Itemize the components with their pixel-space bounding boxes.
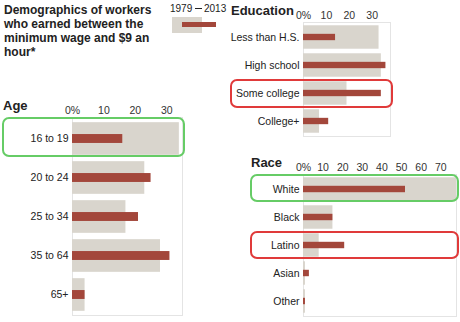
svg-text:Asian: Asian [273, 267, 299, 279]
svg-text:20: 20 [130, 104, 142, 116]
svg-text:60: 60 [415, 161, 427, 173]
svg-text:10: 10 [98, 104, 110, 116]
svg-text:30: 30 [161, 104, 173, 116]
svg-text:16 to 19: 16 to 19 [31, 132, 69, 144]
svg-text:20: 20 [343, 9, 355, 21]
svg-text:1979: 1979 [170, 3, 193, 14]
svg-text:Other: Other [273, 295, 300, 307]
html-text:Race: Race [251, 155, 283, 170]
svg-text:College+: College+ [258, 115, 300, 127]
svg-text:High school: High school [245, 59, 300, 71]
svg-text:10: 10 [317, 161, 329, 173]
svg-text:65+: 65+ [51, 288, 69, 300]
svg-text:40: 40 [376, 161, 388, 173]
svg-text:20 to 24: 20 to 24 [31, 171, 69, 183]
svg-text:0%: 0% [296, 9, 311, 21]
svg-text:0%: 0% [296, 161, 311, 173]
svg-text:2013: 2013 [204, 3, 227, 14]
svg-text:70: 70 [435, 161, 447, 173]
svg-text:50: 50 [396, 161, 408, 173]
svg-text:20: 20 [337, 161, 349, 173]
svg-text:30: 30 [366, 9, 378, 21]
svg-text:Some college: Some college [236, 87, 300, 99]
svg-text:Black: Black [274, 211, 300, 223]
svg-text:Less than H.S.: Less than H.S. [231, 31, 300, 43]
svg-text:30: 30 [357, 161, 369, 173]
html-text:Education: Education [231, 3, 294, 18]
html-text:Demographics of workers who ea: Demographics of workers who earned betwe… [4, 3, 152, 59]
svg-text:25 to 34: 25 to 34 [31, 210, 69, 222]
svg-text:10: 10 [321, 9, 333, 21]
svg-text:35 to 64: 35 to 64 [31, 249, 69, 261]
svg-text:Latino: Latino [271, 239, 300, 251]
svg-text:0%: 0% [65, 104, 80, 116]
html-text:Age: Age [3, 98, 28, 113]
svg-text:White: White [273, 183, 300, 195]
